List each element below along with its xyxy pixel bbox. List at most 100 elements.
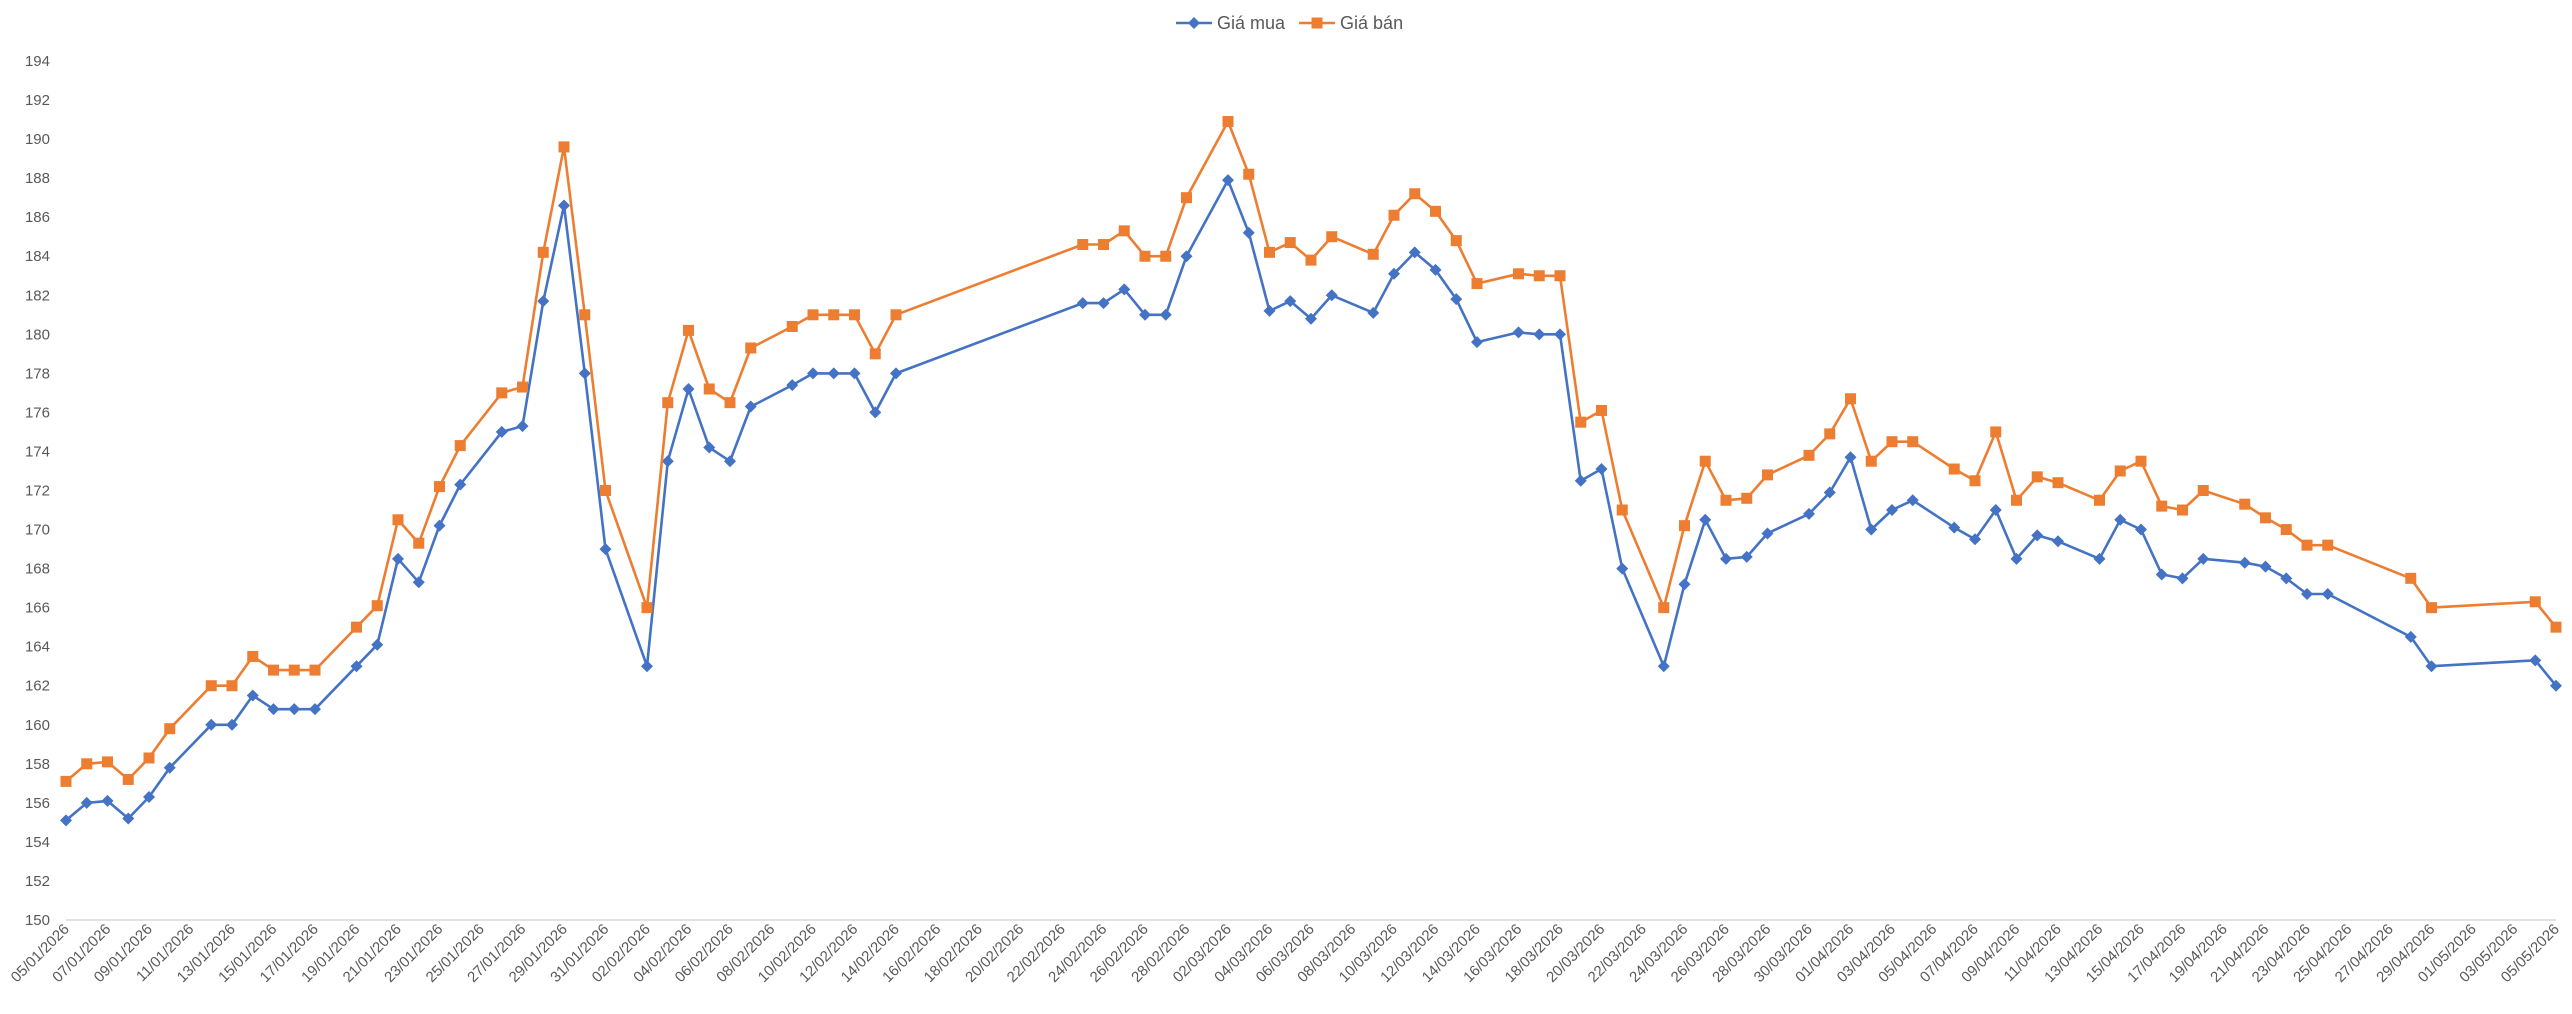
data-point <box>662 397 674 409</box>
y-tick-label: 170 <box>25 522 50 539</box>
data-point <box>205 680 217 692</box>
data-point <box>1969 475 1981 487</box>
data-point <box>724 455 736 468</box>
data-point <box>744 400 757 413</box>
y-tick-label: 156 <box>25 795 50 812</box>
data-point <box>1305 312 1317 325</box>
data-point <box>1533 270 1545 282</box>
data-point <box>122 812 135 825</box>
data-point <box>1575 416 1587 428</box>
data-point <box>807 309 819 321</box>
data-point <box>1948 463 1960 475</box>
data-point <box>309 664 321 676</box>
data-point <box>537 246 549 258</box>
data-point <box>682 382 695 395</box>
data-point <box>1263 304 1276 317</box>
data-point <box>1989 504 2002 517</box>
data-point <box>869 406 882 419</box>
data-point <box>496 387 508 399</box>
data-point <box>1720 494 1732 506</box>
y-tick-label: 190 <box>25 131 50 148</box>
legend: Giá mua Giá bán <box>1176 13 1403 33</box>
data-point <box>558 141 570 153</box>
data-point <box>288 703 301 716</box>
data-point <box>1865 455 1877 467</box>
data-point <box>890 367 902 380</box>
y-tick-label: 168 <box>25 561 50 578</box>
data-point <box>1097 297 1110 310</box>
data-point <box>1284 237 1296 249</box>
data-point <box>1762 469 1773 481</box>
data-point <box>2197 552 2210 565</box>
data-point <box>2177 504 2188 516</box>
data-point <box>1533 328 1546 341</box>
data-point <box>1450 293 1463 306</box>
data-point <box>2176 572 2189 585</box>
data-point <box>827 367 840 380</box>
y-tick-label: 152 <box>25 873 50 890</box>
data-point <box>101 794 114 807</box>
data-point <box>1844 451 1857 464</box>
data-point <box>454 478 467 491</box>
data-point <box>2010 552 2023 565</box>
data-point <box>1720 552 1732 565</box>
data-point <box>1865 523 1878 536</box>
data-point <box>1388 209 1400 221</box>
data-point <box>2094 494 2105 506</box>
data-point <box>247 650 259 662</box>
data-point <box>2550 621 2562 633</box>
data-point <box>226 680 238 692</box>
y-tick-label: 166 <box>25 600 50 617</box>
data-point <box>1139 250 1151 262</box>
legend-item-2: Giá bán <box>1299 13 1403 33</box>
y-tick-label: 178 <box>25 365 50 382</box>
data-point <box>2301 539 2313 551</box>
data-point <box>2156 500 2168 512</box>
y-tick-label: 158 <box>25 756 50 773</box>
data-point <box>2321 587 2334 600</box>
data-point <box>2114 513 2127 526</box>
data-point <box>1574 474 1587 487</box>
legend-label: Giá bán <box>1340 13 1403 33</box>
data-point <box>2260 512 2271 524</box>
y-tick-label: 162 <box>25 678 50 695</box>
data-point <box>641 660 653 673</box>
data-point <box>1616 504 1628 516</box>
data-point <box>1243 168 1255 180</box>
data-point <box>205 718 218 731</box>
data-point <box>517 381 528 393</box>
data-point <box>2197 485 2209 496</box>
data-point <box>703 441 716 454</box>
data-point <box>350 660 363 673</box>
data-point <box>1969 533 1981 546</box>
data-point <box>2301 587 2313 600</box>
data-point <box>1513 268 1524 280</box>
data-point <box>869 348 881 360</box>
data-point <box>1429 263 1442 276</box>
data-point <box>1098 239 1109 251</box>
data-point <box>2425 660 2438 673</box>
data-point <box>246 689 259 702</box>
data-point <box>2550 679 2562 692</box>
data-point <box>2404 630 2417 643</box>
data-point <box>1222 174 1234 187</box>
series-2 <box>60 116 2562 787</box>
legend-diamond-icon <box>1188 17 1200 29</box>
data-point <box>579 309 591 321</box>
data-point <box>164 723 176 735</box>
data-point <box>2405 572 2417 584</box>
data-point <box>1512 326 1525 339</box>
y-axis: 150 152 154 156 158 160 162 164 166 168 170 172 174 1… <box>25 53 50 929</box>
data-point <box>2280 524 2292 536</box>
data-point <box>1657 660 1670 673</box>
data-point <box>1803 449 1815 461</box>
data-point <box>1077 239 1089 251</box>
data-point <box>1679 520 1690 532</box>
data-point <box>433 519 446 532</box>
y-tick-label: 150 <box>25 912 50 929</box>
data-point <box>1160 250 1172 262</box>
data-point <box>1139 308 1151 321</box>
data-point <box>1740 550 1753 563</box>
data-point <box>2529 596 2541 608</box>
data-point <box>848 367 861 380</box>
